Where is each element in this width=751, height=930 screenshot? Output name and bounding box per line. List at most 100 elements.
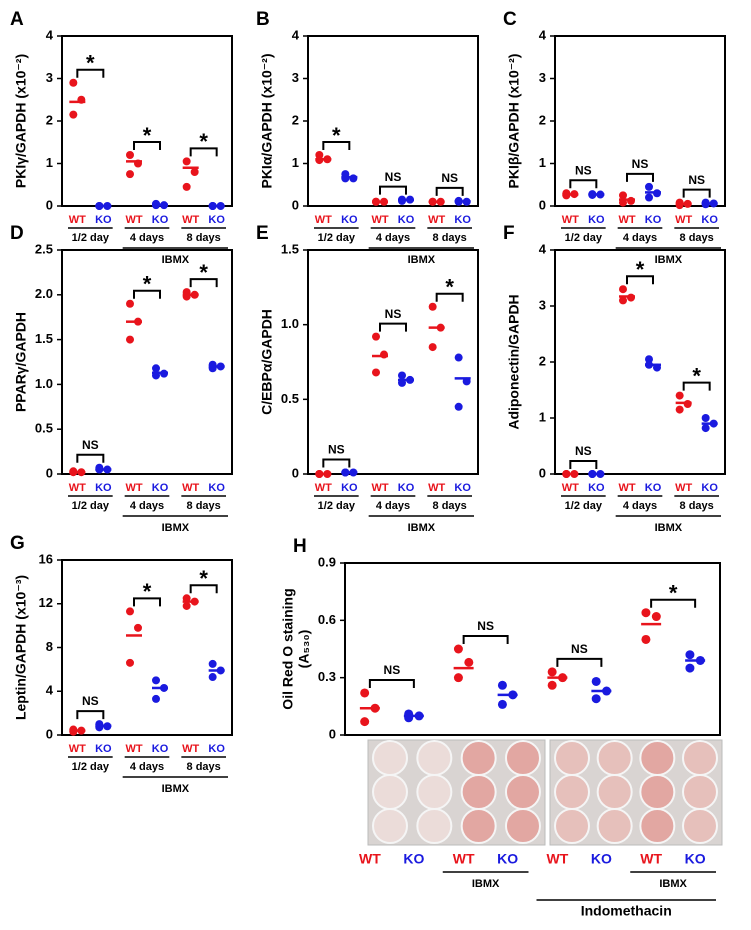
sample-label: WT [359,851,381,867]
significance-bracket [650,598,697,608]
data-point [372,368,380,377]
significance-label: * [86,51,95,76]
well [372,740,408,776]
data-point [208,659,217,668]
group-label: 8 days [433,500,467,512]
significance-bracket [189,278,218,288]
plot-frame [61,35,233,207]
well [554,774,590,810]
y-tick-label: 1 [292,155,299,170]
significance-bracket [435,186,464,196]
sample-label: KO [701,482,718,494]
plot-frame [344,562,721,736]
y-axis-label: PKIγ/GAPDH (x10⁻²) [13,54,29,188]
panel-letter: D [10,223,24,244]
data-point [134,623,142,632]
y-tick-label: 3 [539,297,546,312]
significance-bracket [133,597,161,607]
treatment-label: IBMX [659,878,687,890]
well [505,808,541,844]
y-axis-label: (A₅₃₀) [296,630,312,669]
y-tick-label: 2.0 [35,286,53,301]
well [554,740,590,776]
sample-label: KO [645,482,662,494]
significance-label: NS [385,170,402,184]
significance-label: * [332,123,341,148]
group-label: 8 days [187,761,221,773]
significance-bracket [626,275,654,285]
y-tick-label: 16 [39,551,53,566]
group-label: 8 days [433,232,467,244]
data-point [619,296,627,305]
well [416,774,453,810]
sample-label: WT [315,214,332,226]
significance-label: * [143,579,152,604]
sample-label: KO [208,482,225,494]
sample-label: KO [398,214,415,226]
significance-label: * [692,363,701,388]
sample-label: KO [341,214,358,226]
significance-label: NS [477,619,494,633]
group-label: 8 days [187,500,221,512]
sample-label: WT [69,214,86,226]
data-point [701,424,710,433]
y-tick-label: 4 [539,241,547,256]
y-tick-label: 4 [292,27,300,42]
data-point [641,608,651,618]
data-point [547,667,557,677]
data-point [349,174,358,183]
significance-label: NS [571,642,588,656]
y-tick-label: 2 [539,112,546,127]
y-tick-label: 4 [46,683,54,698]
data-point [341,174,350,183]
data-point [182,594,191,603]
sample-label: WT [453,851,475,867]
y-tick-label: 2 [46,112,53,127]
sample-label: WT [125,743,142,755]
data-point [152,364,160,373]
sample-label: KO [591,851,612,867]
sample-label: KO [152,743,169,755]
significance-label: NS [384,663,401,677]
significance-bracket [322,458,351,468]
significance-label: * [669,581,678,606]
well [416,740,453,776]
sample-label: WT [618,482,635,494]
significance-bracket [569,460,598,469]
significance-bracket [76,453,105,463]
significance-bracket [626,172,654,182]
y-tick-label: 4 [539,27,547,42]
sample-label: WT [675,214,692,226]
sample-label: KO [701,214,718,226]
sample-label: WT [182,743,199,755]
data-point [152,694,160,703]
y-tick-label: 2 [292,112,299,127]
well [554,808,590,844]
group-label: 8 days [187,232,221,244]
sample-label: WT [125,214,142,226]
significance-label: NS [82,694,99,708]
panel-letter: H [293,536,307,557]
sample-label: KO [95,743,112,755]
panel-letter: C [503,9,517,30]
y-tick-label: 0.5 [35,421,53,436]
significance-label: NS [575,163,592,177]
sample-label: WT [546,851,568,867]
plot-frame [307,249,479,475]
treatment-label: IBMX [162,522,190,534]
data-point [69,78,78,87]
data-point [208,673,217,682]
group-label: 4 days [130,232,164,244]
y-axis-label: Leptin/GAPDH (x10⁻³) [13,575,29,720]
data-point [126,335,134,344]
y-tick-label: 1 [539,155,546,170]
treatment-label: IBMX [655,522,683,534]
well [372,808,408,844]
y-tick-label: 1.0 [35,376,53,391]
data-point [182,601,191,610]
y-tick-label: 12 [39,595,53,610]
sample-label: KO [588,482,605,494]
significance-bracket [76,710,105,720]
sample-label: KO [95,482,112,494]
